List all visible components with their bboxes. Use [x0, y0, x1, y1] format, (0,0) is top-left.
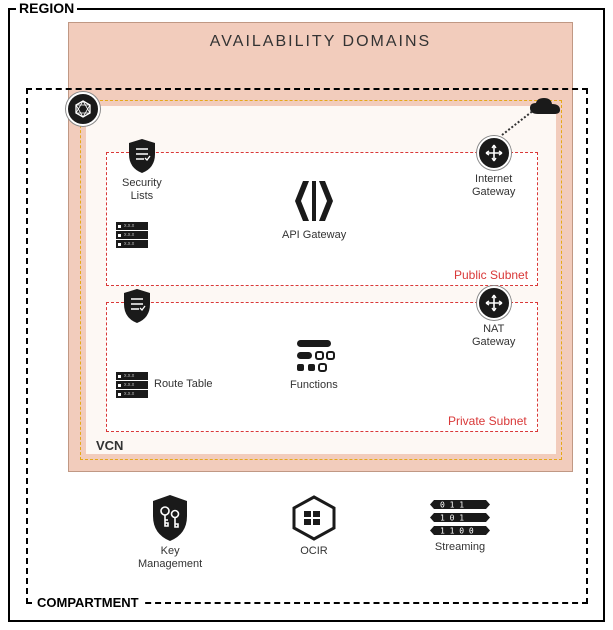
compartment-label: COMPARTMENT	[34, 595, 142, 610]
streaming-group: 0 1 1 1 0 1 1 1 0 0 Streaming	[428, 498, 492, 554]
api-gateway-icon	[285, 176, 343, 226]
cloud-icon	[528, 96, 562, 123]
key-shield-icon	[150, 494, 190, 542]
diagram-canvas: REGION AVAILABILITY DOMAINS COMPARTMENT …	[0, 0, 613, 630]
ocir-icon	[290, 494, 338, 542]
api-gateway-group: API Gateway	[282, 176, 346, 242]
vcn-badge-icon	[66, 92, 100, 126]
api-gateway-label: API Gateway	[282, 229, 346, 242]
ocir-label: OCIR	[300, 545, 328, 558]
streaming-label: Streaming	[435, 541, 485, 554]
security-lists-label: SecurityLists	[122, 177, 162, 203]
functions-group: Functions	[290, 336, 338, 392]
key-management-label: KeyManagement	[138, 545, 202, 571]
region-label: REGION	[16, 0, 77, 16]
internet-gateway-label: InternetGateway	[472, 173, 515, 199]
route-table-group: Route Table	[116, 372, 213, 398]
nat-gateway-group: NATGateway	[472, 286, 515, 349]
shield-icon	[122, 288, 152, 324]
ocir-group: OCIR	[290, 494, 338, 558]
svg-text:1 1 0 0: 1 1 0 0	[440, 527, 474, 536]
public-subnet-label: Public Subnet	[454, 268, 528, 282]
key-management-group: KeyManagement	[138, 494, 202, 571]
svg-text:0 1 1: 0 1 1	[440, 501, 464, 510]
private-subnet-label: Private Subnet	[448, 414, 527, 428]
vcn-label: VCN	[96, 438, 123, 453]
gateway-arrows-icon	[477, 286, 511, 320]
shield-icon	[127, 138, 157, 174]
functions-label: Functions	[290, 379, 338, 392]
security-lists-group: SecurityLists	[122, 138, 162, 203]
route-table-label: Route Table	[154, 378, 213, 391]
availability-domain-label: AVAILABILITY DOMAINS	[69, 23, 572, 51]
internet-gateway-group: InternetGateway	[472, 136, 515, 199]
functions-icon	[291, 336, 337, 376]
svg-text:1 0 1: 1 0 1	[440, 514, 464, 523]
gateway-arrows-icon	[477, 136, 511, 170]
streaming-icon: 0 1 1 1 0 1 1 1 0 0	[428, 498, 492, 538]
route-table-icon	[116, 372, 148, 398]
nat-gateway-label: NATGateway	[472, 323, 515, 349]
security-lists-group-2	[122, 288, 152, 324]
route-table-icon	[116, 222, 148, 248]
